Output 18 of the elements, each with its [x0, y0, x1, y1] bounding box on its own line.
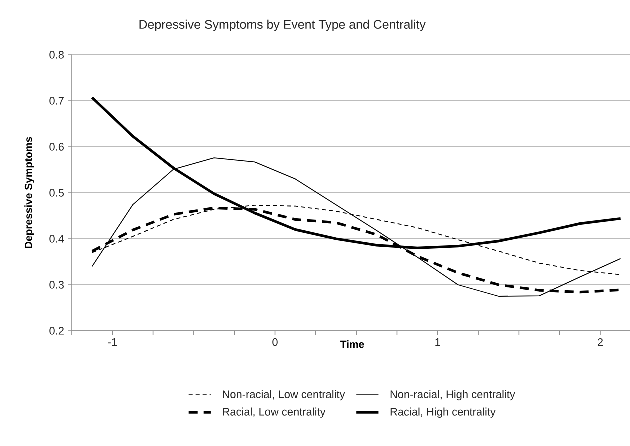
- legend-label: Non-racial, High centrality: [390, 390, 516, 401]
- y-tick-label: 0.8: [50, 51, 64, 59]
- y-tick-label: 0.3: [50, 281, 64, 289]
- chart-title: Depressive Symptoms by Event Type and Centrality: [140, 20, 426, 32]
- y-tick-label: 0.5: [50, 189, 64, 197]
- y-tick-label: 0.7: [50, 97, 64, 105]
- legend-label: Racial, Low centrality: [223, 408, 326, 418]
- x-tick-label: 2: [598, 338, 603, 346]
- y-tick-label: 0.4: [50, 235, 64, 243]
- x-axis-title: Time: [340, 340, 364, 348]
- legend-label: Racial, High centrality: [390, 408, 496, 418]
- y-tick-label: 0.2: [50, 327, 64, 335]
- x-tick-label: -1: [108, 338, 117, 346]
- y-axis-title: Depressive Symptoms: [24, 137, 34, 248]
- y-tick-label: 0.6: [50, 143, 64, 151]
- x-tick-label: 0: [272, 338, 278, 346]
- legend-label: Non-racial, Low centrality: [223, 390, 346, 401]
- x-tick-label: 1: [436, 338, 440, 346]
